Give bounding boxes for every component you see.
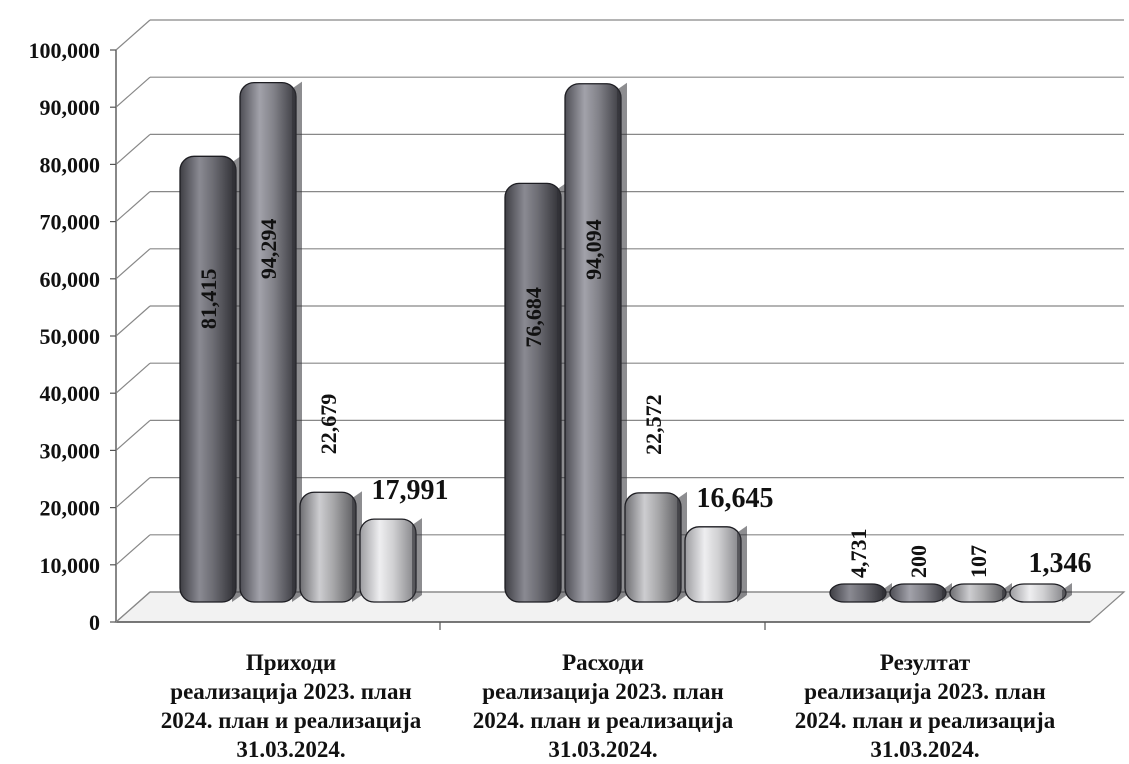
gridline-diagonal [115,534,151,566]
bar-side [1062,583,1072,602]
bar-side [882,583,892,602]
bar-side [737,525,747,602]
bar [684,526,742,603]
category-label-line: 31.03.2024. [548,737,658,762]
category-label-line: реализација 2023. план [170,679,412,704]
bar [624,492,682,603]
y-tick-label: 50,000 [40,324,101,349]
gridline-diagonal [115,477,151,509]
category-label-line: Резултат [879,650,971,675]
bar-side [292,81,302,603]
bar [239,81,297,603]
gridline-diagonal [115,191,151,223]
category-label-line: 31.03.2024. [236,737,346,762]
data-label: 200 [906,545,931,578]
category-label-line: реализација 2023. план [804,679,1046,704]
gridline-diagonal [115,248,151,280]
bar [504,182,562,603]
data-label: 4,731 [846,529,871,579]
bar [564,83,622,603]
data-label: 1,346 [1029,548,1092,579]
data-label: 81,415 [196,269,221,330]
category-label-line: реализација 2023. план [482,679,724,704]
bar [359,518,417,603]
category-label-line: 31.03.2024. [870,737,980,762]
category-label-line: Расходи [562,650,644,675]
bar-side [412,518,422,602]
category-label-0: Приходи реализација 2023. план 2024. пла… [126,648,456,764]
bar [889,583,947,603]
y-tick-label: 70,000 [40,210,101,235]
y-tick-label: 100,000 [29,38,101,63]
category-label-2: Резултат реализација 2023. план 2024. пл… [760,648,1090,764]
data-label: 17,991 [372,475,449,506]
y-tick-label: 30,000 [40,438,101,463]
data-label: 94,094 [581,219,606,280]
gridline-diagonal [115,76,151,108]
bar [829,583,887,603]
bar-side [942,583,952,602]
y-tick-label: 90,000 [40,95,101,120]
y-tick-label: 80,000 [40,152,101,177]
gridline-diagonal [115,133,151,165]
data-label: 22,572 [641,394,666,455]
bar [1009,583,1067,603]
category-label-line: Приходи [245,650,337,675]
data-label: 76,684 [521,287,546,348]
bar-side [1002,583,1012,602]
y-tick-label: 40,000 [40,381,101,406]
data-label: 107 [966,545,991,578]
gridline-diagonal [115,362,151,394]
data-label: 22,679 [316,394,341,455]
bar-side [617,82,627,602]
category-label-1: Расходи реализација 2023. план 2024. пла… [438,648,768,764]
y-tick-label: 10,000 [40,553,101,578]
y-tick-label: 60,000 [40,267,101,292]
bar [949,583,1007,603]
gridline-diagonal [115,305,151,337]
y-tick-label: 0 [89,610,100,635]
bar [179,155,237,603]
y-tick-label: 20,000 [40,496,101,521]
data-label: 16,645 [697,483,774,514]
chart-svg: 0 10,000 20,000 30,000 40,000 50,000 60,000 70,… [29,19,1126,635]
category-label-line: 2024. план и реализација [160,708,422,733]
bar [299,491,357,603]
category-label-line: 2024. план и реализација [472,708,734,733]
gridline-diagonal [115,419,151,451]
category-label-line: 2024. план и реализација [794,708,1056,733]
data-label: 94,294 [256,219,281,279]
gridline-diagonal [115,19,151,51]
gridline-diagonal [115,591,151,623]
